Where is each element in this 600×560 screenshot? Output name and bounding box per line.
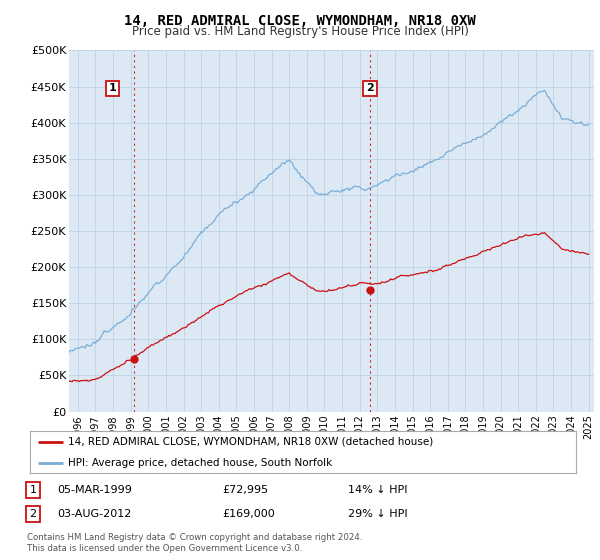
Text: £169,000: £169,000 bbox=[222, 509, 275, 519]
Text: 14, RED ADMIRAL CLOSE, WYMONDHAM, NR18 0XW: 14, RED ADMIRAL CLOSE, WYMONDHAM, NR18 0… bbox=[124, 14, 476, 28]
Text: 14% ↓ HPI: 14% ↓ HPI bbox=[348, 485, 407, 495]
Text: 2: 2 bbox=[29, 509, 37, 519]
Text: 29% ↓ HPI: 29% ↓ HPI bbox=[348, 509, 407, 519]
Text: 1: 1 bbox=[109, 83, 116, 94]
Text: 2: 2 bbox=[366, 83, 374, 94]
Text: 05-MAR-1999: 05-MAR-1999 bbox=[57, 485, 132, 495]
Text: Price paid vs. HM Land Registry's House Price Index (HPI): Price paid vs. HM Land Registry's House … bbox=[131, 25, 469, 38]
Text: £72,995: £72,995 bbox=[222, 485, 268, 495]
Text: Contains HM Land Registry data © Crown copyright and database right 2024.
This d: Contains HM Land Registry data © Crown c… bbox=[27, 533, 362, 553]
Text: HPI: Average price, detached house, South Norfolk: HPI: Average price, detached house, Sout… bbox=[68, 458, 332, 468]
Text: 03-AUG-2012: 03-AUG-2012 bbox=[57, 509, 131, 519]
Text: 14, RED ADMIRAL CLOSE, WYMONDHAM, NR18 0XW (detached house): 14, RED ADMIRAL CLOSE, WYMONDHAM, NR18 0… bbox=[68, 437, 433, 447]
Text: 1: 1 bbox=[29, 485, 37, 495]
